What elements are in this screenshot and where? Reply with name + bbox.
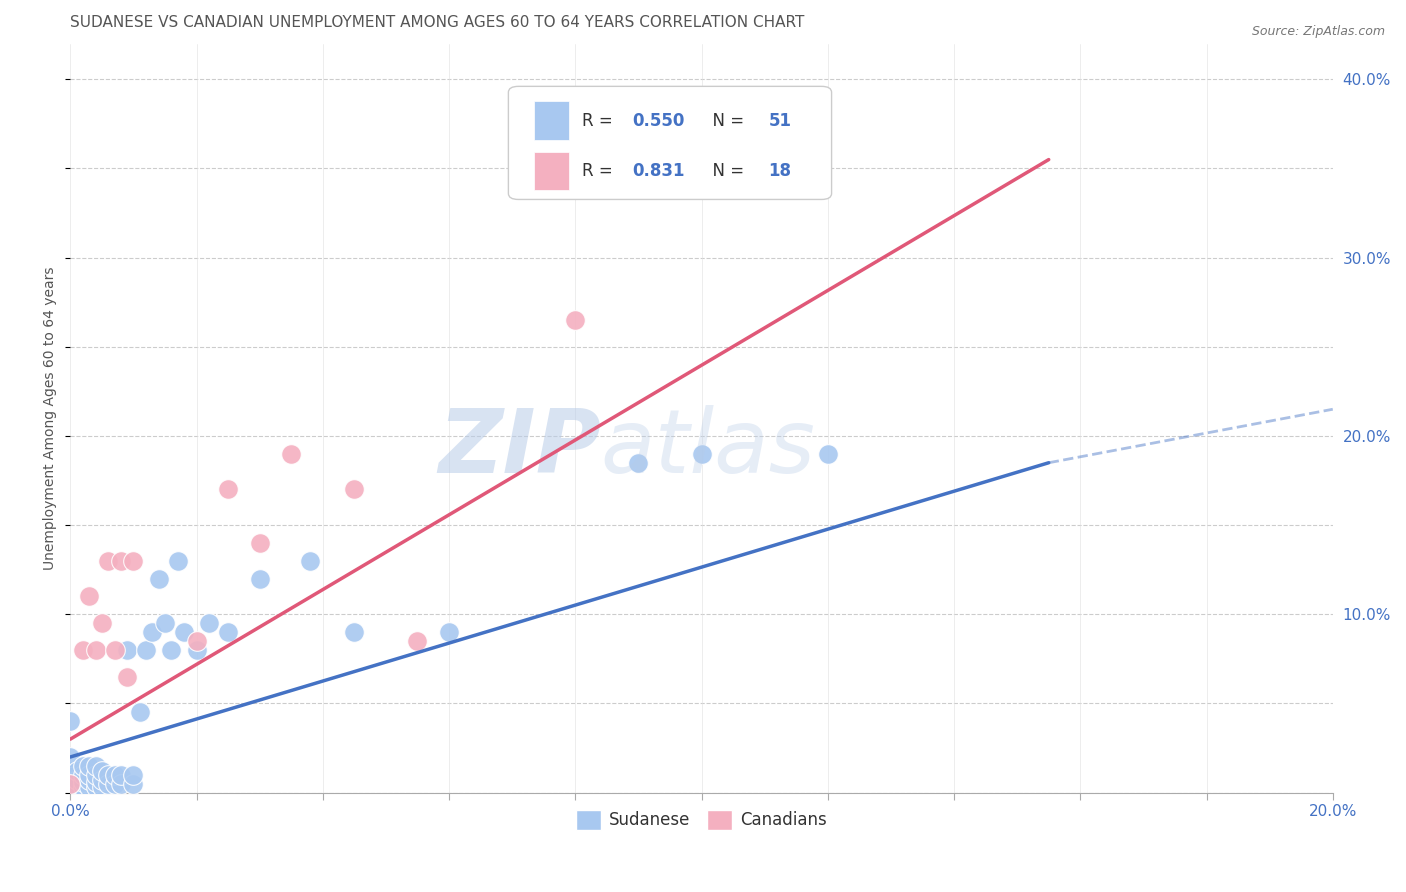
Text: R =: R = [582,112,617,129]
Point [72,775,94,789]
Point [103,768,125,782]
Point [59,780,82,795]
Point [59,764,82,779]
Point [90,773,112,788]
Point [186,643,208,657]
Text: 0.550: 0.550 [633,112,685,129]
Point [72,780,94,795]
Point [280,447,302,461]
Point [135,643,157,657]
Point [59,773,82,788]
Point [59,750,82,764]
Point [627,456,650,470]
Text: atlas: atlas [600,405,815,491]
Point [122,768,145,782]
Point [343,483,366,497]
Point [84,780,107,795]
Point [122,554,145,568]
Point [110,554,132,568]
Point [72,768,94,782]
Point [217,483,239,497]
Text: Source: ZipAtlas.com: Source: ZipAtlas.com [1251,25,1385,38]
Point [97,554,120,568]
Point [148,572,170,586]
Point [343,625,366,640]
Point [110,777,132,791]
Point [249,536,271,550]
Point [77,759,100,773]
Point [84,768,107,782]
Point [72,759,94,773]
Point [217,625,239,640]
Bar [534,152,569,190]
Point [249,572,271,586]
Point [122,777,145,791]
Point [77,590,100,604]
Point [77,773,100,788]
Point [103,643,125,657]
Point [77,780,100,795]
Point [90,616,112,631]
Text: N =: N = [702,112,749,129]
Point [84,775,107,789]
Point [186,634,208,648]
Point [198,616,221,631]
Point [721,161,744,176]
Point [77,768,100,782]
Text: SUDANESE VS CANADIAN UNEMPLOYMENT AMONG AGES 60 TO 64 YEARS CORRELATION CHART: SUDANESE VS CANADIAN UNEMPLOYMENT AMONG … [70,15,804,30]
Point [299,554,322,568]
Point [59,786,82,800]
Point [153,616,176,631]
Point [59,714,82,729]
Point [65,764,87,779]
Point [173,625,195,640]
Point [84,759,107,773]
Point [59,777,82,791]
Point [72,643,94,657]
Point [115,670,138,684]
Text: R =: R = [582,162,617,180]
Point [160,643,183,657]
Text: 18: 18 [769,162,792,180]
Point [65,780,87,795]
FancyBboxPatch shape [509,87,831,200]
Bar [534,102,569,140]
Y-axis label: Unemployment Among Ages 60 to 64 years: Unemployment Among Ages 60 to 64 years [44,267,58,570]
Point [84,643,107,657]
Point [564,313,586,327]
Point [103,777,125,791]
Legend: Sudanese, Canadians: Sudanese, Canadians [569,803,834,837]
Point [65,773,87,788]
Text: 51: 51 [769,112,792,129]
Point [406,634,429,648]
Point [110,768,132,782]
Point [90,764,112,779]
Point [166,554,188,568]
Point [437,625,460,640]
Point [97,777,120,791]
Point [90,780,112,795]
Text: 0.831: 0.831 [633,162,685,180]
Point [141,625,163,640]
Text: ZIP: ZIP [437,405,600,491]
Point [817,447,839,461]
Point [128,706,150,720]
Text: N =: N = [702,162,749,180]
Point [97,768,120,782]
Point [115,643,138,657]
Point [690,447,713,461]
